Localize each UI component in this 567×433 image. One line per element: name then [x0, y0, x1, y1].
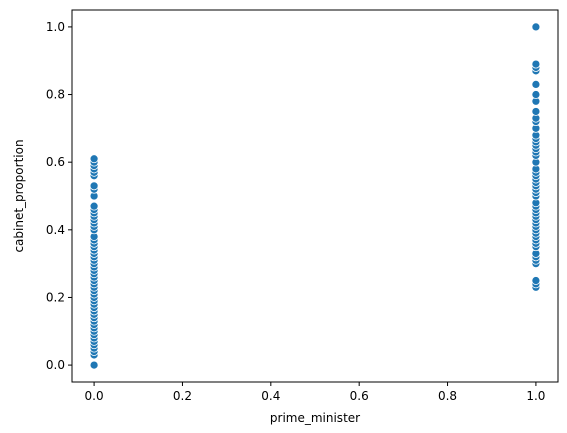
x-tick-label: 1.0 — [526, 389, 545, 403]
data-point — [531, 276, 541, 285]
data-point — [89, 181, 99, 191]
y-tick-label: 0.0 — [46, 358, 65, 372]
data-point — [89, 201, 99, 211]
data-point — [531, 80, 541, 89]
x-tick-label: 0.6 — [350, 389, 369, 403]
data-point — [531, 59, 541, 69]
data-point — [531, 90, 541, 99]
x-tick-label: 0.0 — [85, 389, 104, 403]
y-tick-label: 0.4 — [46, 223, 65, 237]
x-tick-label: 0.2 — [173, 389, 192, 403]
data-point — [89, 360, 99, 370]
y-tick-label: 0.6 — [46, 155, 65, 169]
x-tick-label: 0.4 — [261, 389, 280, 403]
plot-frame — [71, 9, 559, 383]
data-point — [89, 154, 99, 164]
y-axis-label: cabinet_proportion — [12, 139, 26, 252]
y-tick-label: 0.2 — [46, 290, 65, 304]
x-axis-label: prime_minister — [270, 411, 360, 425]
x-axis-ticks: 0.0 0.2 0.4 0.6 0.8 1.0 — [85, 382, 545, 403]
data-point — [531, 107, 541, 116]
y-tick-label: 1.0 — [46, 20, 65, 34]
x-tick-label: 0.8 — [438, 389, 457, 403]
data-points — [89, 22, 541, 370]
y-axis-ticks: 0.0 0.2 0.4 0.6 0.8 1.0 — [46, 20, 72, 372]
y-tick-label: 0.8 — [46, 88, 65, 102]
data-point — [531, 22, 541, 32]
